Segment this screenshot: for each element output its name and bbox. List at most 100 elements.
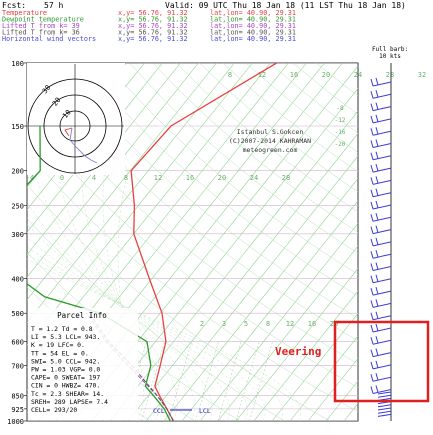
isotherm-line	[127, 133, 358, 421]
wind-barb	[372, 253, 392, 259]
dry-adiabat	[27, 184, 330, 421]
wind-barb-feather	[370, 238, 374, 247]
barb-key: Full barb: 10 kts	[372, 46, 408, 60]
wind-barb	[372, 315, 392, 321]
credit-line-2: (C)2007-2014 KAHRAMAN	[229, 137, 311, 145]
isotherm-line	[217, 245, 358, 421]
legend: Temperature x,y= 56.76, 91.32 lat,lon= 40.…	[2, 9, 296, 43]
wind-barb	[372, 118, 392, 124]
mixing-ratio-line	[217, 341, 242, 421]
wind-barb-feather	[370, 275, 374, 283]
mixing-ratio-line	[195, 341, 219, 421]
isotherm-line	[163, 178, 358, 421]
wind-barb-feather	[375, 274, 379, 282]
pressure-tick-label: 250	[11, 202, 24, 210]
wind-barb-feather	[370, 103, 374, 111]
dry-adiabat	[27, 218, 285, 421]
mixing-ratio-label: 3	[222, 320, 226, 328]
pressure-tick-label: 150	[11, 123, 24, 131]
wind-barb-feather	[370, 140, 374, 148]
dry-adiabat	[59, 63, 358, 319]
isotherm-label: 16	[290, 71, 298, 79]
valid-time: Valid: 09 UTC Thu 18 Jan 18 (11 LST Thu …	[165, 1, 406, 10]
isotherm-line	[253, 290, 358, 421]
pressure-axis: 100 150 200 250 300 400 500 600 700 850 925 1000	[7, 60, 27, 426]
wind-barb	[372, 106, 392, 112]
ccl-label: CCL	[153, 407, 165, 415]
wind-barb-feather	[375, 188, 379, 196]
parcel-info-row: Tc = 2.3 SHEAR= 14.	[31, 390, 104, 398]
wind-barb	[372, 167, 392, 173]
isotherm-line	[271, 313, 358, 421]
dry-adiabat	[27, 150, 358, 413]
veering-label: Veering	[275, 345, 321, 358]
legend-name: Lifted T from k= 39	[2, 22, 80, 30]
wind-barb-feather	[375, 151, 379, 159]
wind-barb	[372, 339, 392, 345]
wind-barb-feather	[375, 102, 379, 110]
isotherm-label: 0	[60, 174, 64, 182]
isotherm-line	[289, 335, 358, 421]
pressure-tick-label: 600	[11, 339, 24, 347]
hodograph-bg	[27, 63, 125, 175]
pressure-tick-label: 300	[11, 231, 24, 239]
wind-barb-feather	[370, 189, 374, 197]
header: Fcst: 57 h Valid: 09 UTC Thu 18 Jan 18 (…	[2, 1, 406, 43]
isotherm-line	[416, 63, 433, 421]
isotherm-line	[27, 63, 181, 256]
wind-barb-feather	[370, 300, 374, 308]
wind-barb-feather	[375, 139, 379, 147]
legend-latlon: lat,lon= 40.90, 29.31	[210, 22, 296, 30]
moist-adiabat	[27, 253, 284, 421]
mixing-ratio-line	[249, 341, 273, 421]
hodograph-trace-low	[64, 127, 73, 137]
wind-barb-feather	[375, 299, 379, 307]
isotherm-line	[27, 63, 235, 323]
parcel-info: Parcel Info T = 1.2 Td = 0.8LI = 5.3 LCL…	[28, 308, 138, 420]
isotherm-label: 24	[250, 174, 258, 182]
isotherm-line	[109, 110, 358, 421]
parcel-info-row: SREH= 289 LAPSE= 7.4	[31, 398, 108, 406]
wind-barb	[372, 204, 392, 210]
legend-xy: x,y= 56.76, 91.32	[118, 29, 188, 37]
wind-barb	[372, 229, 392, 235]
temperature-line	[130, 63, 278, 421]
isotherm-line	[27, 63, 217, 301]
wind-barb-feather	[375, 311, 379, 319]
isotherm-label: 16	[186, 174, 194, 182]
pressure-tick-label: 400	[11, 276, 24, 284]
credit-line-3: meteogreen.com	[243, 146, 298, 154]
wind-barb-feather	[375, 114, 379, 123]
dry-adiabat	[27, 82, 358, 365]
wind-barb-feather	[370, 78, 374, 87]
fcst-label: Fcst:	[2, 1, 26, 10]
legend-name: Dewpoint temperature	[2, 16, 84, 24]
parcel-info-row: SWI= 5.0 CCL= 942.	[31, 357, 100, 365]
wind-barb-feather	[370, 361, 374, 370]
wind-barb-feather	[370, 177, 374, 185]
wind-barb	[377, 413, 392, 417]
pressure-tick-label: 500	[11, 310, 24, 318]
legend-latlon: lat,lon= 40.90, 29.31	[210, 29, 296, 37]
adiabat-label: -12	[335, 117, 346, 124]
parcel-info-title: Parcel Info	[57, 311, 107, 320]
wind-barb-feather	[375, 176, 379, 184]
isotherm-labels: 8 12 16 20 24 28 32 -4 0 4 8 12 16 20 24 28 2 3 5 8 12 16 20 -8…	[26, 71, 426, 328]
parcel-info-row: PW = 1.03 VGP= 0.0	[31, 366, 100, 374]
dry-adiabat	[27, 116, 358, 388]
isotherm-label: 8	[124, 174, 128, 182]
credit: Istanbul S.Gokcen (C)2007-2014 KAHRAMAN …	[229, 128, 311, 154]
mixing-ratio-line	[141, 341, 165, 421]
wind-barb	[372, 364, 392, 370]
pressure-tick-label: 200	[11, 168, 24, 176]
isotherm-line	[91, 88, 358, 421]
isotherm-line	[27, 63, 253, 346]
legend-name: Horizontal wind vectors	[2, 35, 96, 43]
dry-adiabat	[176, 63, 358, 213]
wind-barb-feather	[370, 374, 374, 382]
credit-line-1: Istanbul S.Gokcen	[237, 128, 304, 136]
wind-barb	[372, 216, 392, 222]
hodograph-ring-label: 10	[61, 108, 73, 120]
legend-xy: x,y= 56.76, 91.32	[118, 9, 188, 17]
